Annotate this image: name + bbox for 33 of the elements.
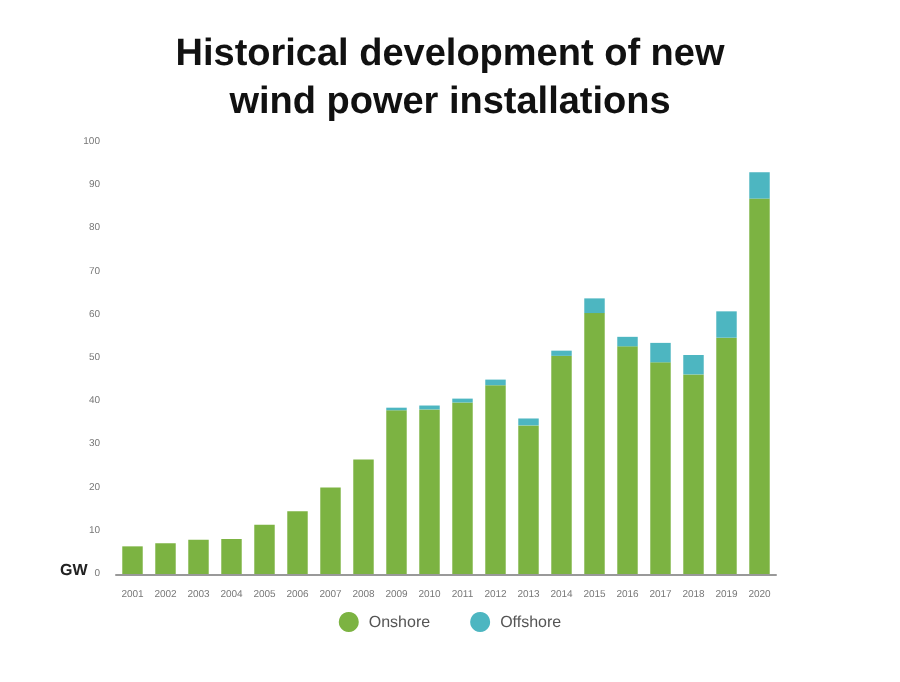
bar: [452, 402, 473, 574]
bar: [287, 511, 308, 574]
bar: [386, 410, 407, 574]
bar: [551, 355, 572, 574]
bar: [617, 336, 638, 347]
bar: [254, 524, 275, 574]
bar: [584, 298, 605, 314]
bar: [716, 311, 737, 338]
bar: [650, 362, 671, 574]
bar: [485, 379, 506, 386]
bar: [353, 459, 374, 574]
bar: [551, 350, 572, 356]
bar: [617, 346, 638, 574]
bar: [749, 198, 770, 574]
bar: [650, 342, 671, 363]
bar: [518, 418, 539, 426]
bar: [122, 546, 143, 574]
legend-label: Onshore: [368, 613, 432, 631]
bar: [485, 385, 506, 574]
bar: [320, 487, 341, 574]
bar: [155, 543, 176, 574]
bar: [683, 354, 704, 375]
bar: [419, 409, 440, 574]
y-axis-title: GW: [60, 561, 89, 579]
bar: [188, 539, 209, 574]
bar: [518, 425, 539, 574]
chart-title: Historical development of new wind power installations: [175, 33, 725, 123]
legend-label: Offshore: [500, 613, 563, 631]
bar: [749, 172, 770, 199]
bar: [683, 374, 704, 574]
bar: [584, 313, 605, 574]
bar: [716, 337, 737, 574]
bar: [221, 539, 242, 574]
